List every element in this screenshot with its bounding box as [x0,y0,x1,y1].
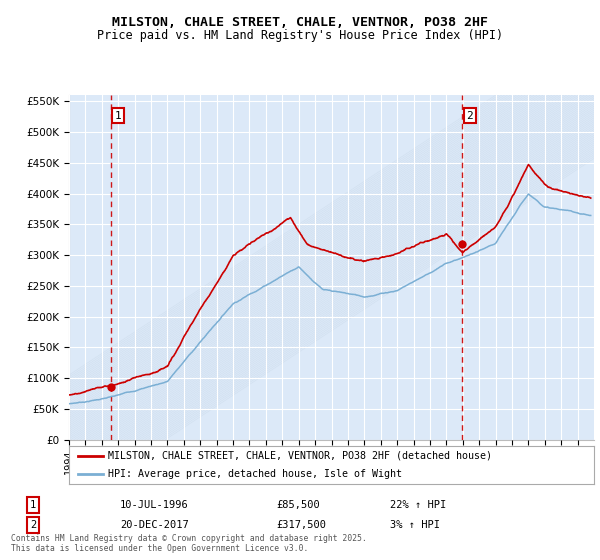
Text: MILSTON, CHALE STREET, CHALE, VENTNOR, PO38 2HF: MILSTON, CHALE STREET, CHALE, VENTNOR, P… [112,16,488,29]
Text: Price paid vs. HM Land Registry's House Price Index (HPI): Price paid vs. HM Land Registry's House … [97,29,503,42]
Text: 1: 1 [30,500,36,510]
Text: 3% ↑ HPI: 3% ↑ HPI [390,520,440,530]
Text: Contains HM Land Registry data © Crown copyright and database right 2025.
This d: Contains HM Land Registry data © Crown c… [11,534,367,553]
Text: HPI: Average price, detached house, Isle of Wight: HPI: Average price, detached house, Isle… [109,469,403,479]
Text: £317,500: £317,500 [276,520,326,530]
Text: MILSTON, CHALE STREET, CHALE, VENTNOR, PO38 2HF (detached house): MILSTON, CHALE STREET, CHALE, VENTNOR, P… [109,451,493,461]
Text: 1: 1 [115,110,121,120]
Text: 2: 2 [466,110,473,120]
Text: 20-DEC-2017: 20-DEC-2017 [120,520,189,530]
Text: 10-JUL-1996: 10-JUL-1996 [120,500,189,510]
Text: 22% ↑ HPI: 22% ↑ HPI [390,500,446,510]
Text: 2: 2 [30,520,36,530]
Text: £85,500: £85,500 [276,500,320,510]
